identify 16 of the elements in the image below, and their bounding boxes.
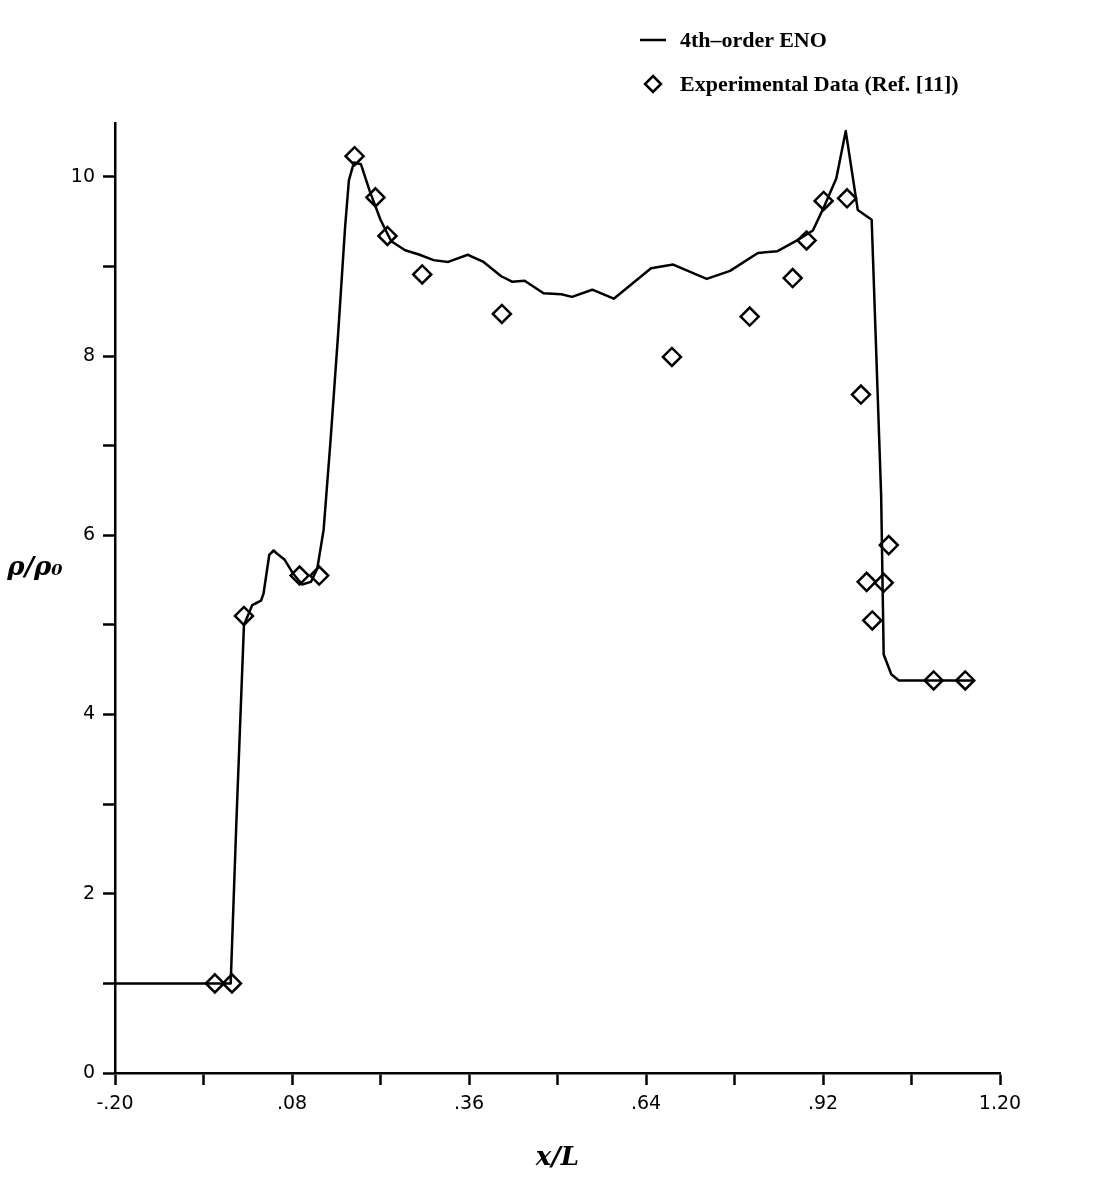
y-tick-label: 8	[82, 342, 95, 365]
x-axis-title: x/L	[534, 1140, 580, 1171]
legend-label: Experimental Data (Ref. [11])	[680, 71, 959, 97]
x-tick-label: .08	[276, 1091, 308, 1114]
y-tick-label: 6	[82, 522, 95, 545]
y-tick-label: 4	[82, 701, 95, 724]
x-tick-label: .92	[807, 1091, 839, 1114]
y-tick-label: 2	[82, 880, 95, 903]
legend-label: 4th–order ENO	[680, 27, 827, 53]
x-tick-label: 1.20	[978, 1091, 1022, 1114]
x-tick-label: .36	[453, 1091, 485, 1114]
y-axis-title: ρ/ρ₀	[6, 550, 64, 581]
y-tick-label: 0	[82, 1059, 95, 1082]
x-tick-label: -.20	[96, 1091, 134, 1114]
y-tick-label: 10	[70, 163, 95, 186]
x-tick-label: .64	[630, 1091, 662, 1114]
